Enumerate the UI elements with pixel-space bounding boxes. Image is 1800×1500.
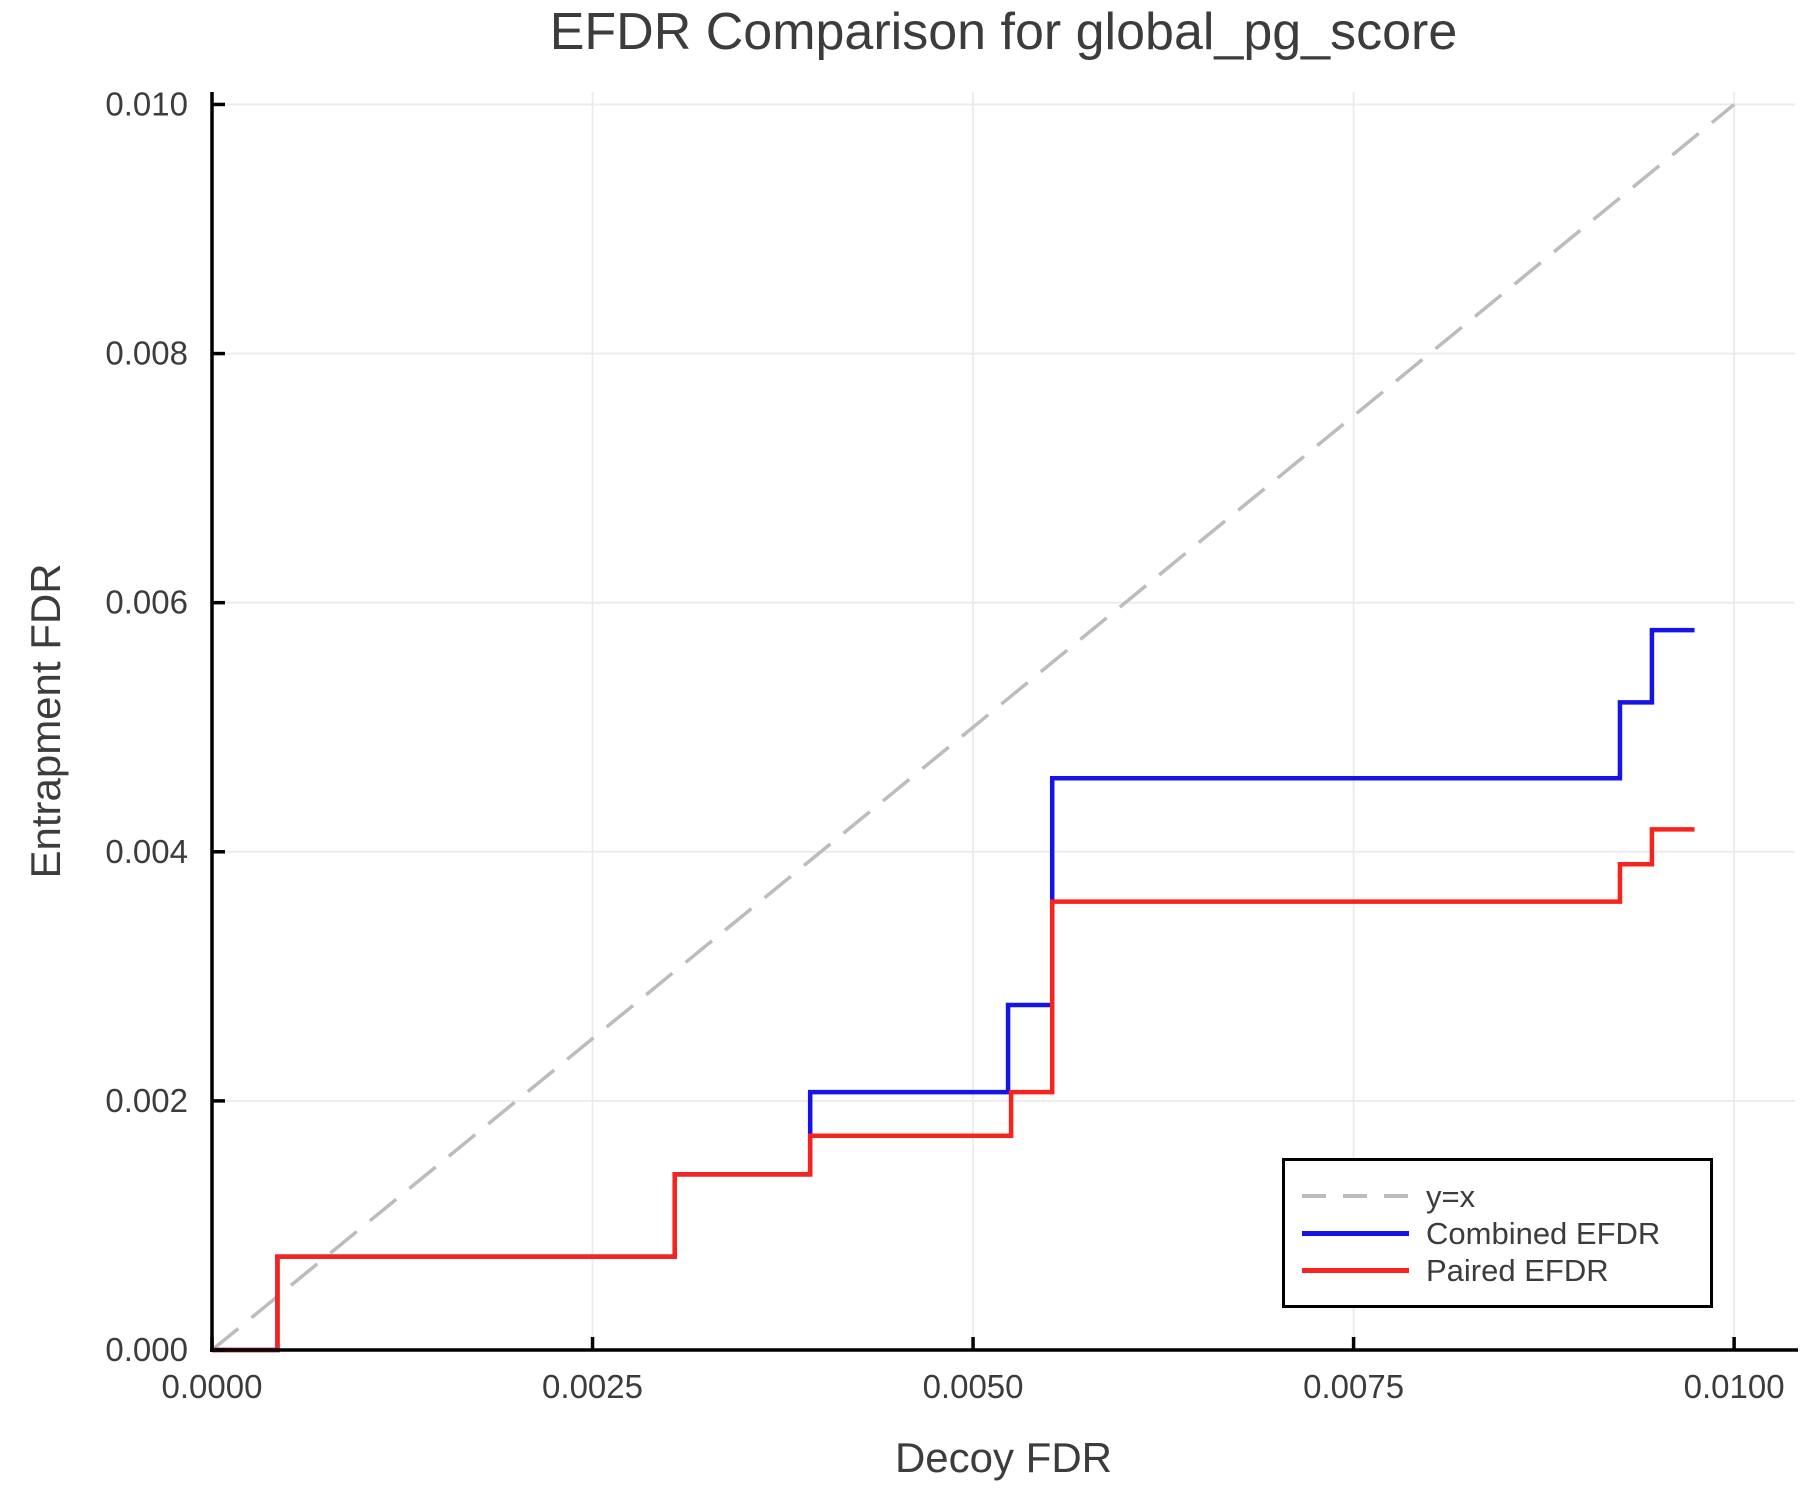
y-tick-label: 0.002	[105, 1082, 188, 1119]
legend: y=x Combined EFDR Paired EFDR	[1282, 1158, 1713, 1308]
legend-item-combined-efdr: Combined EFDR	[1302, 1215, 1710, 1252]
paired-line-sample	[1302, 1267, 1409, 1273]
combined-line-sample	[1302, 1230, 1409, 1236]
y-tick-label: 0.004	[105, 833, 188, 870]
y-tick-label: 0.008	[105, 335, 188, 372]
x-tick-label: 0.0000	[162, 1368, 263, 1405]
y-tick-label: 0.000	[105, 1331, 188, 1368]
legend-label-paired-efdr: Paired EFDR	[1426, 1252, 1609, 1288]
legend-item-yx: y=x	[1302, 1178, 1710, 1215]
x-tick-label: 0.0025	[542, 1368, 643, 1405]
x-tick-label: 0.0050	[923, 1368, 1024, 1405]
x-tick-label: 0.0100	[1684, 1368, 1785, 1405]
x-axis-label: Decoy FDR	[894, 1434, 1113, 1481]
x-tick-label: 0.0075	[1303, 1368, 1404, 1405]
y-tick-label: 0.006	[105, 584, 188, 621]
chart-title: EFDR Comparison for global_pg_score	[549, 3, 1458, 61]
series-y-x	[210, 103, 1736, 1352]
y-axis-label: Entrapment FDR	[22, 563, 69, 879]
legend-label-yx: y=x	[1426, 1178, 1476, 1214]
legend-item-paired-efdr: Paired EFDR	[1302, 1252, 1710, 1289]
legend-label-combined-efdr: Combined EFDR	[1426, 1215, 1661, 1251]
dashed-line-sample	[1302, 1194, 1409, 1198]
series-paired-efdr	[212, 827, 1695, 1353]
y-tick-label: 0.010	[105, 85, 188, 122]
